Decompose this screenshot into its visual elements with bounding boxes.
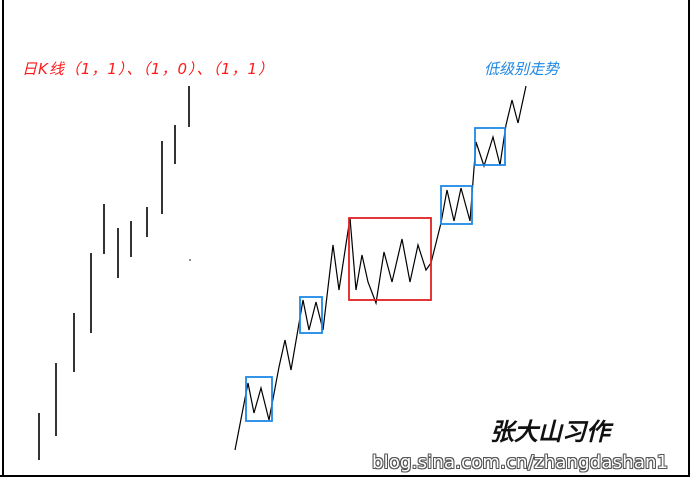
- blue-box: [245, 376, 273, 422]
- red-box: [348, 217, 432, 301]
- diagram-title: 日K线（1，1）、（1，0）、（1，1）: [22, 60, 275, 78]
- low-level-path: [234, 85, 527, 451]
- blue-box: [474, 127, 506, 166]
- blog-watermark: blog.sina.com.cn/zhangdashan1: [372, 452, 669, 473]
- frame-bottom-edge: [0, 475, 690, 477]
- highlight-boxes: [245, 127, 506, 422]
- blue-box: [440, 185, 473, 225]
- frame-left-edge: [2, 0, 4, 477]
- stray-dot: [189, 259, 191, 261]
- author-signature: 张大山习作: [490, 417, 610, 446]
- blue-box: [299, 296, 323, 334]
- low-level-label: 低级别走势: [484, 60, 560, 78]
- daily-k-sticks: [38, 86, 190, 460]
- frame-right-edge: [688, 0, 690, 477]
